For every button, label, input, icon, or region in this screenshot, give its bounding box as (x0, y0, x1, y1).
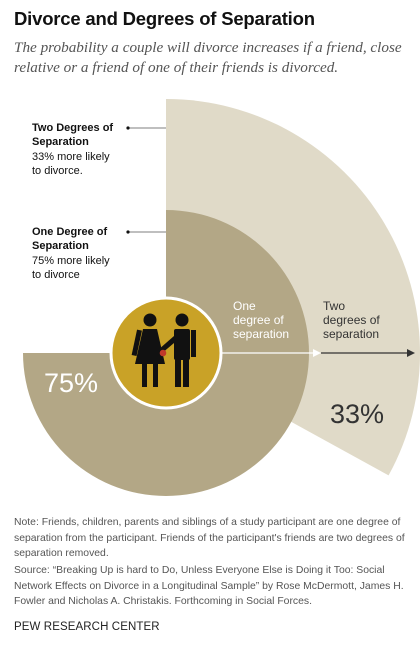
chart-rings (23, 99, 420, 496)
two-degrees-annotation-title-line1: Two Degrees of (32, 122, 113, 134)
chart-source: Source: “Breaking Up is hard to Do, Unle… (14, 565, 404, 608)
two-degrees-annotation-line1: 33% more likely (32, 151, 110, 163)
chart-note: Note: Friends, children, parents and sib… (14, 517, 405, 560)
pew-credit: PEW RESEARCH CENTER (14, 621, 160, 633)
one-degree-value-label: 75% (44, 368, 98, 398)
couple-icon (131, 313, 196, 387)
one-degree-leader-dot (126, 230, 130, 234)
chart-subtitle: The probability a couple will divorce in… (14, 39, 402, 76)
two-degrees-arrow-label-line3: separation (323, 327, 379, 341)
two-degrees-arrow-label-line2: degrees of (323, 313, 380, 327)
woman-dress (135, 329, 165, 364)
woman-head (143, 313, 157, 327)
man-arm-left (158, 336, 174, 354)
two-degrees-annotation-title-line2: Separation (32, 136, 89, 148)
one-degree-annotation-title-line2: Separation (32, 240, 89, 252)
woman-arm (131, 329, 142, 357)
man-head (175, 313, 189, 327)
chart-title: Divorce and Degrees of Separation (14, 8, 315, 29)
one-degree-arrow-label-line3: separation (233, 327, 289, 341)
one-degree-arrow-label-line1: One (233, 299, 256, 313)
one-degree-annotation-title-line1: One Degree of (32, 226, 108, 238)
two-degrees-leader-dot (126, 126, 130, 130)
one-degree-arrow-label-line2: degree of (233, 313, 284, 327)
hands-heart-icon (159, 349, 167, 357)
two-degrees-arrow-label-line1: Two (323, 299, 345, 313)
man-torso (174, 329, 190, 360)
woman-leg-left (142, 363, 147, 387)
man-leg-left (175, 359, 181, 387)
man-arm-right (191, 330, 196, 357)
man-leg-right (183, 359, 189, 387)
one-degree-annotation-line1: 75% more likely (32, 255, 110, 267)
two-degrees-annotation-line2: to divorce. (32, 165, 83, 177)
two-degrees-value-label: 33% (330, 399, 384, 429)
one-degree-annotation-line2: to divorce (32, 269, 80, 281)
woman-leg-right (153, 363, 158, 387)
one-degree-arrow-head (313, 349, 321, 357)
two-degrees-arrow-head (407, 349, 415, 357)
